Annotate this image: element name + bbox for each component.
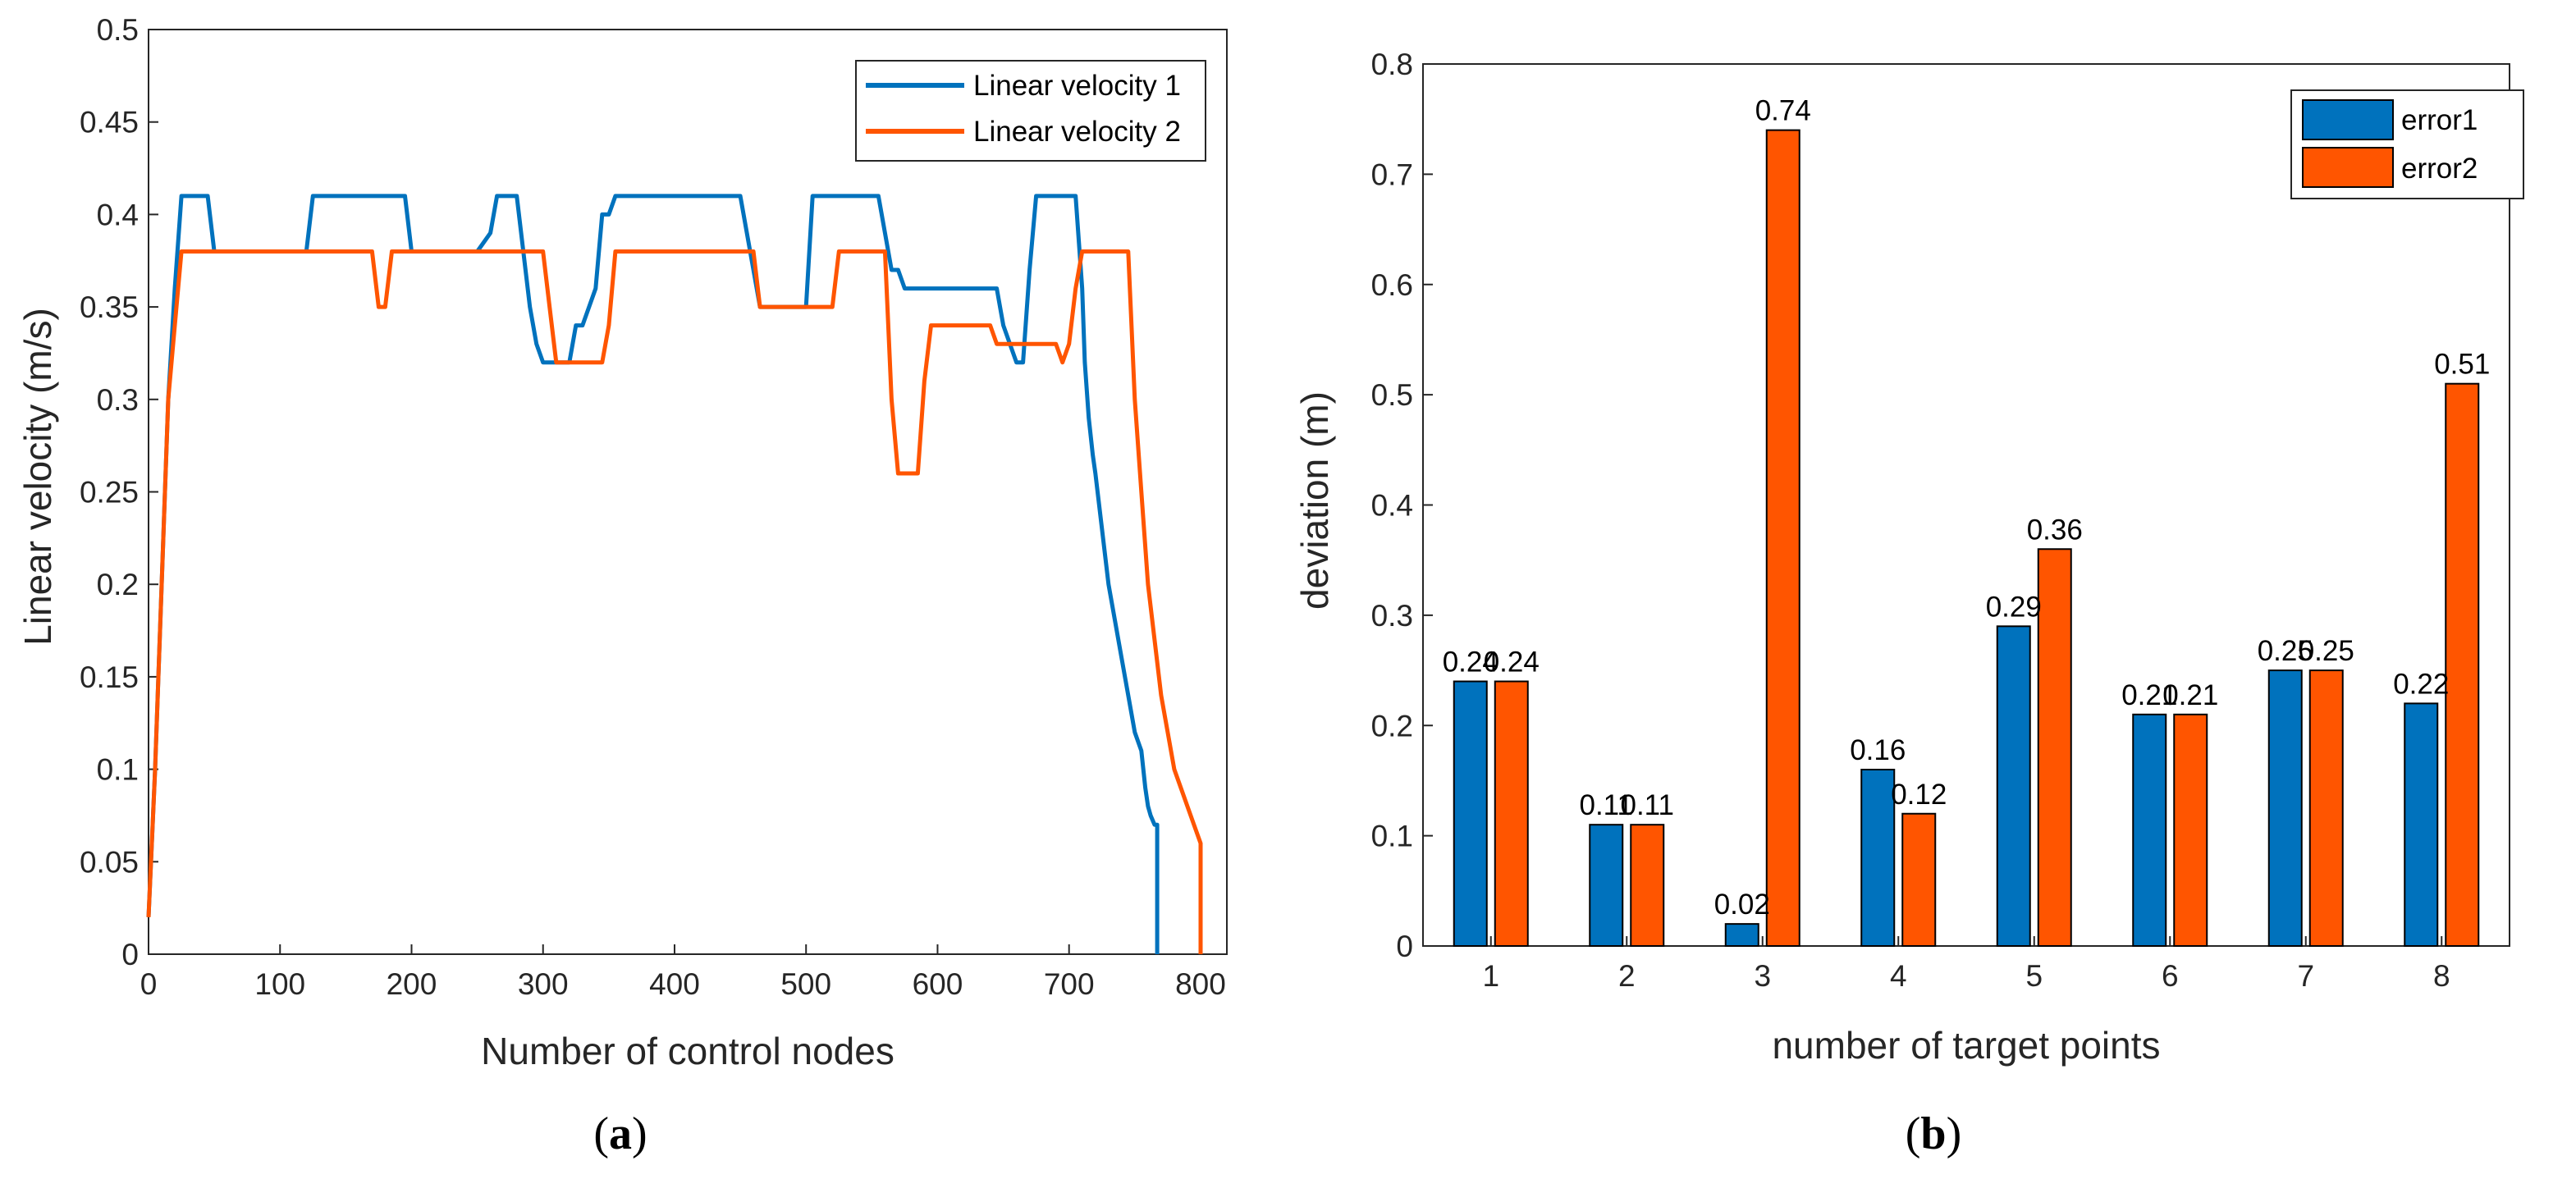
panel-a-y-axis-label: Linear velocity (m/s)	[16, 308, 59, 646]
data-label-error1-3: 0.02	[1714, 889, 1770, 921]
panel-a-y-tick-label: 0	[121, 938, 139, 971]
panel-b-bar-chart: 1 2 3 4 5 6 7 800.10.20.30.40.50.60.70.8 0.240.…	[1293, 48, 2524, 1159]
panel-a-x-tick-label: 300	[518, 967, 569, 1001]
bar-error2-3	[1765, 129, 1800, 947]
bar-error1-5	[1996, 625, 2031, 947]
panel-b-y-tick-label: 0.8	[1371, 48, 1413, 81]
bar-error1-7	[2267, 669, 2303, 947]
panel-b-x-tick-label: 5	[2025, 959, 2043, 993]
panel-a-series	[146, 194, 1203, 954]
panel-a-y-tick-label: 0.15	[80, 660, 139, 694]
panel-a-x-tick-label: 700	[1044, 967, 1095, 1001]
data-label-error2-3: 0.74	[1755, 95, 1811, 127]
panel-b-x-tick-label: 6	[2162, 959, 2179, 993]
bar-error1-8	[2404, 702, 2439, 947]
panel-b-x-tick-label: 3	[1754, 959, 1771, 993]
panel-a-axes	[148, 29, 1228, 955]
panel-a-y-tick-label: 0.25	[80, 476, 139, 510]
data-label-error1-7: 0.25	[2258, 635, 2313, 667]
panel-b-caption: (b)	[1906, 1108, 1961, 1159]
bar-error2-2	[1630, 824, 1665, 947]
panel-a-x-tick-label: 200	[387, 967, 437, 1001]
bar-error1-4	[1860, 769, 1896, 947]
data-label-error2-6: 0.21	[2162, 679, 2218, 711]
bar-error2-4	[1901, 812, 1937, 947]
panel-b-y-tick-label: 0	[1396, 930, 1413, 963]
bar-error1-3	[1724, 923, 1759, 947]
panel-a-ticks: 0 100 200 300 400 500 600 700 800 0 0.05 0.1 0.15 0.2…	[80, 13, 1226, 1001]
bar-error2-8	[2445, 382, 2480, 947]
data-label-error2-8: 0.51	[2434, 349, 2490, 381]
bar-error1-2	[1589, 824, 1624, 947]
panel-b-y-tick-label: 0.5	[1371, 378, 1413, 412]
panel-b-y-tick-label: 0.4	[1371, 489, 1413, 523]
panel-b-x-tick-label: 4	[1890, 959, 1907, 993]
panel-a-legend-box	[855, 60, 1206, 162]
panel-b-data-labels: 0.24 0.11 0.02 0.16 0.29 0.21 0.25 0.22 0.24 0.11…	[1443, 95, 2491, 921]
data-label-error1-1: 0.24	[1443, 647, 1498, 679]
panel-a-y-tick-label: 0.3	[97, 383, 139, 417]
bar-error1-6	[2132, 713, 2167, 947]
panel-b-y-tick-label: 0.2	[1371, 709, 1413, 743]
panel-a-y-tick-label: 0.45	[80, 106, 139, 139]
panel-a-y-tick-label: 0.4	[97, 198, 139, 231]
panel-b-y-tick-label: 0.6	[1371, 268, 1413, 302]
data-label-error1-6: 0.21	[2121, 679, 2177, 711]
data-label-error1-5: 0.29	[1986, 591, 2042, 623]
panel-a-x-tick-label: 400	[649, 967, 700, 1001]
panel-a-legend: Linear velocity 1 Linear velocity 2	[855, 60, 1206, 162]
panel-a-y-tick-label: 0.05	[80, 845, 139, 879]
panel-a-x-tick-label: 0	[140, 967, 158, 1001]
data-label-error2-1: 0.24	[1484, 647, 1540, 679]
bar-error2-1	[1494, 680, 1529, 947]
legend-swatch-error1	[2302, 99, 2394, 140]
data-label-error2-4: 0.12	[1891, 779, 1947, 811]
data-label-error1-4: 0.16	[1850, 734, 1906, 766]
panel-b-bars	[1453, 129, 2480, 947]
panel-b-x-axis-label: number of target points	[1772, 1024, 2160, 1067]
panel-b-x-tick-label: 7	[2297, 959, 2314, 993]
panel-b-y-axis-label: deviation (m)	[1293, 391, 1336, 610]
panel-a-y-tick-label: 0.35	[80, 290, 139, 324]
panel-a-y-tick-label: 0.2	[97, 568, 139, 601]
legend-label-error2: error2	[2401, 153, 2478, 185]
legend-label-linear-velocity-1: Linear velocity 1	[973, 70, 1181, 102]
data-label-error1-8: 0.22	[2393, 668, 2449, 700]
data-label-error2-5: 0.36	[2027, 514, 2083, 546]
panel-a-x-axis-label: Number of control nodes	[481, 1030, 895, 1072]
panel-a-caption-letter: a	[609, 1108, 632, 1159]
panel-b-x-tick-label: 2	[1618, 959, 1636, 993]
panel-b-y-tick-label: 0.7	[1371, 158, 1413, 191]
legend-label-linear-velocity-2: Linear velocity 2	[973, 116, 1181, 148]
legend-label-error1: error1	[2401, 104, 2478, 136]
panel-b-y-tick-label: 0.3	[1371, 599, 1413, 633]
panel-a-caption: (a)	[593, 1108, 647, 1159]
panel-a-x-tick-label: 800	[1175, 967, 1226, 1001]
panel-a-x-tick-label: 600	[913, 967, 963, 1001]
panel-a-y-tick-label: 0.5	[97, 13, 139, 47]
panel-b-x-tick-label: 1	[1482, 959, 1499, 993]
data-label-error2-7: 0.25	[2299, 635, 2354, 667]
panel-a-x-tick-label: 500	[780, 967, 831, 1001]
panel-a-line-chart: 0 100 200 300 400 500 600 700 800 0 0.05 0.1 0.15 0.2…	[16, 13, 1228, 1159]
panel-a-x-tick-label: 100	[254, 967, 305, 1001]
panel-b-caption-letter: b	[1920, 1108, 1946, 1159]
bar-error2-7	[2308, 669, 2344, 947]
panel-a-y-tick-label: 0.1	[97, 753, 139, 787]
data-label-error2-2: 0.11	[1620, 789, 1674, 821]
bar-error2-5	[2037, 548, 2072, 947]
panel-b-ticks: 1 2 3 4 5 6 7 8 0 0.1 0.2 0.3 0.4 0.5 0.6 0.7 0.8	[1371, 48, 2450, 993]
panel-a-plot-area	[148, 29, 1228, 955]
panel-b-legend: error1 error2	[2290, 89, 2524, 199]
legend-swatch-error2	[2302, 147, 2394, 188]
bar-error1-1	[1453, 680, 1488, 947]
series-line-2	[146, 249, 1203, 954]
panel-b-y-tick-label: 0.1	[1371, 820, 1413, 853]
data-label-error1-2: 0.11	[1579, 789, 1633, 821]
panel-b-x-tick-label: 8	[2433, 959, 2450, 993]
bar-error2-6	[2173, 713, 2208, 947]
